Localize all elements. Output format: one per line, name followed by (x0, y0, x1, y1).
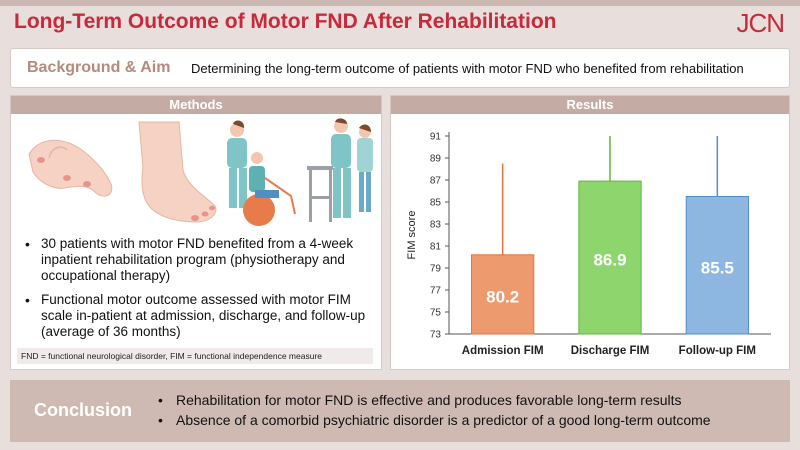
conclusion-box: Conclusion • Rehabilitation for motor FND… (10, 380, 790, 442)
methods-footnote: FND = functional neurological disorder, … (17, 348, 373, 364)
y-tick-label: 91 (430, 132, 442, 143)
y-tick-label: 75 (430, 308, 442, 319)
y-tick-label: 77 (430, 286, 442, 297)
page-title: Long-Term Outcome of Motor FND After Reh… (14, 10, 557, 33)
therapist-ball-illustration-icon (227, 120, 296, 226)
therapist-walker-illustration-icon (307, 118, 373, 222)
y-tick-label: 81 (430, 242, 442, 253)
y-tick-label: 85 (430, 198, 442, 209)
background-text: Determining the long-term outcome of pat… (191, 61, 744, 76)
y-tick-label: 79 (430, 264, 442, 275)
results-panel: Results 73 75 77 79 81 83 85 87 89 91 FIM score 80.… (390, 95, 790, 370)
results-heading: Results (391, 96, 789, 114)
y-tick-label: 73 (430, 330, 442, 341)
methods-illustration (28, 118, 373, 226)
methods-bullet-text: Functional motor outcome assessed with m… (41, 292, 366, 339)
methods-bullet: • 30 patients with motor FND benefited fr… (25, 236, 375, 284)
x-tick-label: Follow-up FIM (679, 345, 756, 357)
conclusion-item-text: Rehabilitation for motor FND is effectiv… (176, 392, 682, 408)
foot-illustration-icon (138, 121, 217, 223)
conclusion-item: • Absence of a comorbid psychiatric disor… (158, 412, 711, 428)
top-border (0, 0, 800, 6)
methods-panel: Methods (10, 95, 382, 370)
y-tick-label: 89 (430, 154, 442, 165)
conclusion-label: Conclusion (34, 400, 132, 420)
bar (685, 196, 749, 335)
methods-bullets: • 30 patients with motor FND benefited fr… (25, 236, 375, 348)
y-tick-label: 87 (430, 176, 442, 187)
x-tick-label: Admission FIM (462, 345, 544, 357)
background-aim-box: Background & Aim Determining the long-te… (10, 48, 790, 88)
x-tick-label: Discharge FIM (571, 345, 650, 357)
bar (578, 180, 642, 335)
journal-logo: JCN (736, 8, 785, 38)
bar (471, 254, 535, 335)
methods-bullet-text: 30 patients with motor FND benefited fro… (41, 236, 354, 283)
conclusion-list: • Rehabilitation for motor FND is effecti… (158, 390, 711, 430)
methods-bullet: • Functional motor outcome assessed with … (25, 292, 375, 340)
bar-value-label: 86.9 (593, 251, 626, 270)
methods-heading: Methods (11, 96, 381, 114)
conclusion-item: • Rehabilitation for motor FND is effecti… (158, 392, 682, 408)
hand-illustration-icon (28, 139, 113, 197)
bar-value-label: 80.2 (486, 287, 519, 306)
conclusion-item-text: Absence of a comorbid psychiatric disord… (176, 412, 711, 428)
bar-value-label: 85.5 (701, 258, 734, 277)
background-label: Background & Aim (27, 59, 171, 76)
fim-bar-chart: 73 75 77 79 81 83 85 87 89 91 FIM score 80.2 Admissi… (406, 132, 771, 357)
y-tick-label: 83 (430, 220, 442, 231)
y-axis-label: FIM score (406, 211, 418, 260)
